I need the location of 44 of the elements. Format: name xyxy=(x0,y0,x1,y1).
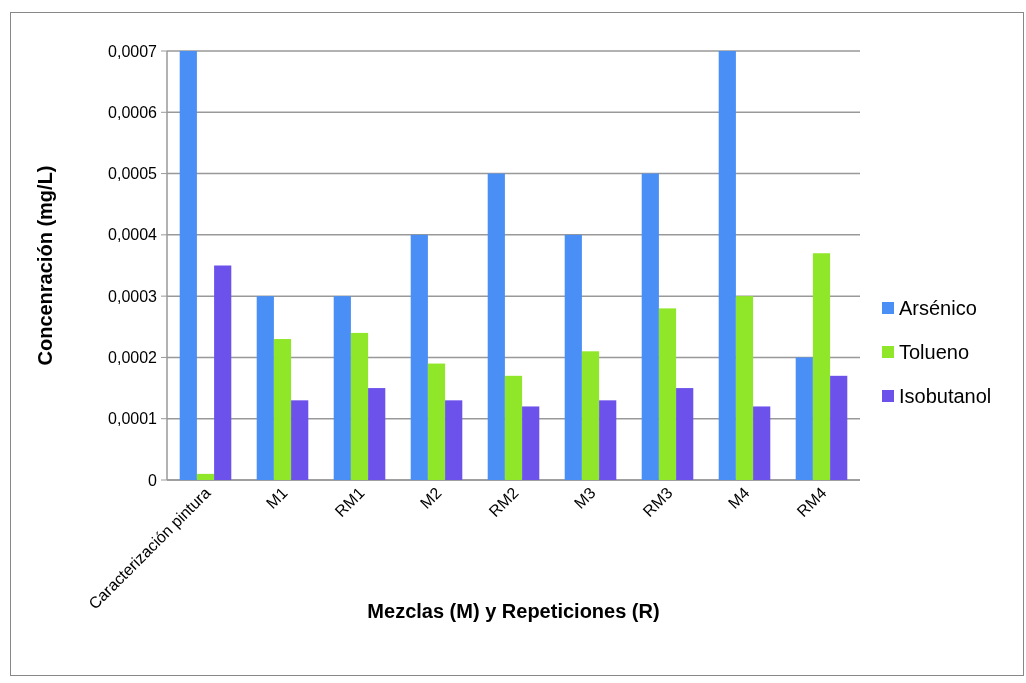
x-tick-label: M4 xyxy=(724,484,753,512)
x-tick-label: M2 xyxy=(416,484,445,512)
x-tick-label: M3 xyxy=(570,484,599,512)
y-tick-label: 0,0002 xyxy=(108,349,158,367)
bar xyxy=(830,375,848,480)
bar xyxy=(427,363,446,480)
bar xyxy=(273,339,292,480)
x-tick-label: M1 xyxy=(262,484,291,512)
y-tick-label: 0 xyxy=(148,471,158,489)
bar xyxy=(410,234,428,480)
x-axis-title: Mezclas (M) y Repeticiones (R) xyxy=(367,600,660,622)
bar xyxy=(564,234,582,480)
bar xyxy=(718,51,736,480)
bar xyxy=(522,406,540,480)
bar xyxy=(581,351,600,480)
bar xyxy=(795,357,813,480)
bar xyxy=(333,296,351,480)
bar xyxy=(350,332,369,480)
bar xyxy=(291,400,309,480)
bar xyxy=(658,308,677,480)
bar xyxy=(445,400,463,480)
bar xyxy=(812,253,831,480)
legend-label: Arsénico xyxy=(899,297,977,319)
y-tick-label: 0,0007 xyxy=(108,42,158,60)
bar xyxy=(676,388,694,480)
y-tick-label: 0,0006 xyxy=(108,103,158,121)
y-axis-title: Concenración (mg/L) xyxy=(34,165,56,366)
bar xyxy=(735,296,754,480)
bar xyxy=(179,51,197,480)
bar xyxy=(256,296,274,480)
bar xyxy=(753,406,771,480)
y-tick-label: 0,0005 xyxy=(108,165,158,183)
y-tick-label: 0,0004 xyxy=(108,226,158,244)
bar xyxy=(487,173,505,480)
y-tick-label: 0,0003 xyxy=(108,287,158,305)
bar xyxy=(641,173,659,480)
bar xyxy=(214,265,232,480)
legend-label: Tolueno xyxy=(899,341,970,363)
bar xyxy=(196,473,215,480)
bar xyxy=(368,388,386,480)
legend-label: Isobutanol xyxy=(899,385,992,407)
bar xyxy=(504,375,523,480)
y-tick-label: 0,0001 xyxy=(108,410,158,428)
bar xyxy=(599,400,617,480)
